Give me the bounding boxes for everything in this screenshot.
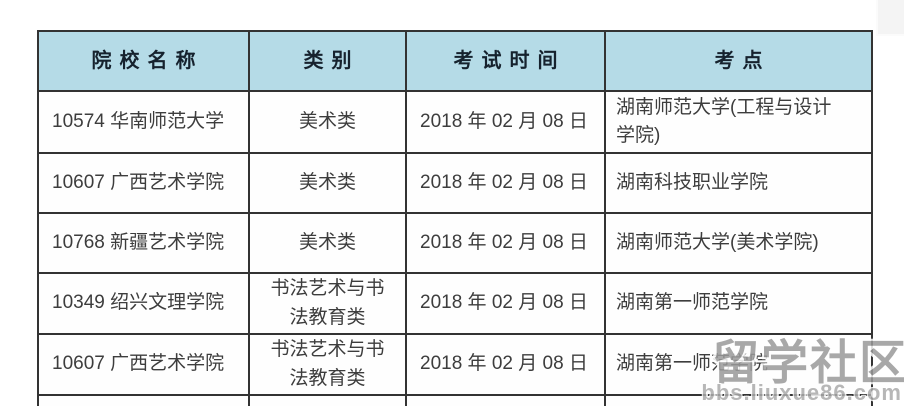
cell-school: 10768 新疆艺术学院 [37,212,250,274]
table-row: 10607 广西艺术学院 书法艺术与书法教育类 2018 年 02 月 08 日… [37,333,873,396]
cell-school [37,394,250,406]
cell-school: 10574 华南师范大学 [37,90,250,154]
cell-category: 书法艺术与书法教育类 [248,333,407,396]
cell-school: 10607 广西艺术学院 [37,333,250,396]
cell-school: 10349 绍兴文理学院 [37,272,250,335]
header-row: 院校名称 类别 考试时间 考点 [37,30,873,92]
cell-school: 10607 广西艺术学院 [37,152,250,214]
col-header-exam-site: 考点 [604,30,873,92]
cell-category: 美术类 [248,152,407,214]
table-row: 10574 华南师范大学 美术类 2018 年 02 月 08 日 湖南师范大学… [37,90,873,154]
cell-site [604,394,873,406]
cell-date: 2018 年 02 月 08 日 [405,272,606,335]
table-body: 10574 华南师范大学 美术类 2018 年 02 月 08 日 湖南师范大学… [37,90,873,406]
cell-category: 美术类 [248,90,407,154]
col-header-exam-time: 考试时间 [405,30,606,92]
cell-date [405,394,606,406]
table-row: 10349 绍兴文理学院 书法艺术与书法教育类 2018 年 02 月 08 日… [37,272,873,335]
cell-category [248,394,407,406]
cell-site: 湖南师范大学(工程与设计学院) [604,90,873,154]
cell-site: 湖南师范大学(美术学院) [604,212,873,274]
cell-date: 2018 年 02 月 08 日 [405,152,606,214]
col-header-school-name: 院校名称 [37,30,250,92]
cell-date: 2018 年 02 月 08 日 [405,333,606,396]
cell-date: 2018 年 02 月 08 日 [405,212,606,274]
exam-schedule-table: 院校名称 类别 考试时间 考点 10574 华南师范大学 美术类 2018 年 … [37,30,873,406]
cell-site: 湖南第一师范学院 [604,333,873,396]
cell-site: 湖南第一师范学院 [604,272,873,335]
page-corner-artifact [876,0,904,36]
col-header-category: 类别 [248,30,407,92]
table-row: 10607 广西艺术学院 美术类 2018 年 02 月 08 日 湖南科技职业… [37,152,873,214]
cell-date: 2018 年 02 月 08 日 [405,90,606,154]
cell-category: 书法艺术与书法教育类 [248,272,407,335]
table-row: 10768 新疆艺术学院 美术类 2018 年 02 月 08 日 湖南师范大学… [37,212,873,274]
cell-category: 美术类 [248,212,407,274]
table-header: 院校名称 类别 考试时间 考点 [37,30,873,92]
table-row-partial [37,394,873,406]
cell-site: 湖南科技职业学院 [604,152,873,214]
